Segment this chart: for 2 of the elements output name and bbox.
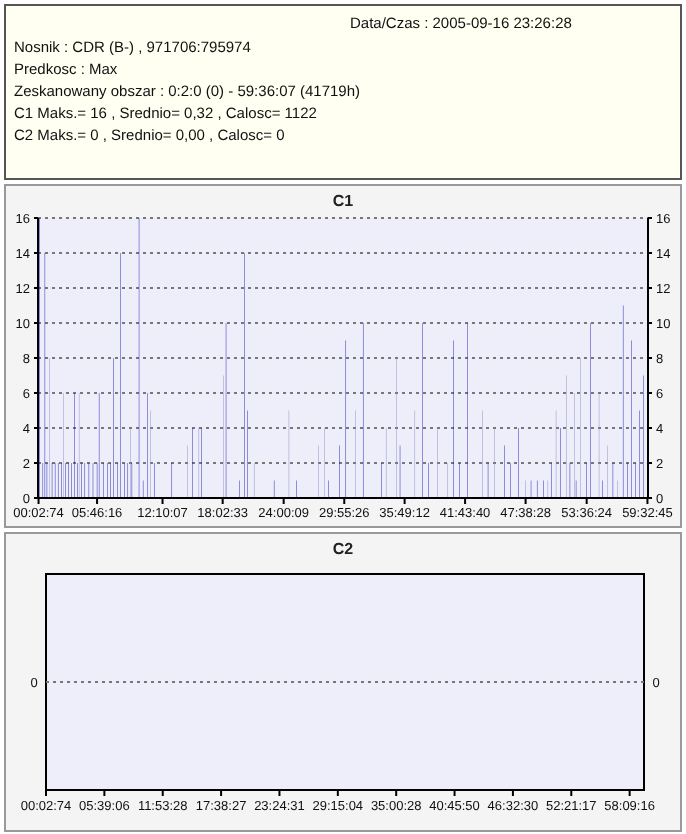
chart-title: C1 xyxy=(330,192,356,210)
text: C2 xyxy=(330,540,356,558)
